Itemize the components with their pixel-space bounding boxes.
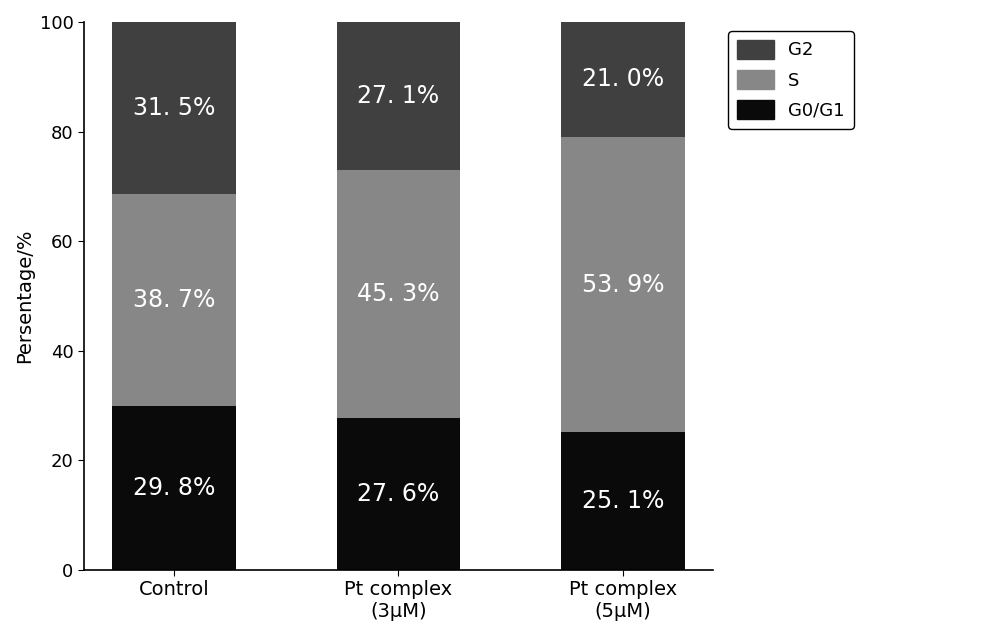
Y-axis label: Persentage/%: Persentage/% [15,228,34,363]
Bar [561,22,685,137]
Bar [337,170,460,418]
Text: 45. 3%: 45. 3% [357,282,440,307]
Text: 25. 1%: 25. 1% [582,489,664,513]
Text: 53. 9%: 53. 9% [582,273,664,296]
Text: 27. 1%: 27. 1% [357,84,440,108]
Text: 29. 8%: 29. 8% [133,476,215,500]
Bar [561,432,685,570]
Text: 27. 6%: 27. 6% [357,482,440,506]
Bar [337,418,460,570]
Bar [561,137,685,432]
Text: 38. 7%: 38. 7% [133,289,215,312]
Bar [112,195,236,406]
Bar [112,22,236,195]
Bar [337,22,460,170]
Bar [112,406,236,570]
Legend: G2, S, G0/G1: G2, S, G0/G1 [728,31,854,129]
Text: 21. 0%: 21. 0% [582,67,664,92]
Text: 31. 5%: 31. 5% [133,96,215,120]
